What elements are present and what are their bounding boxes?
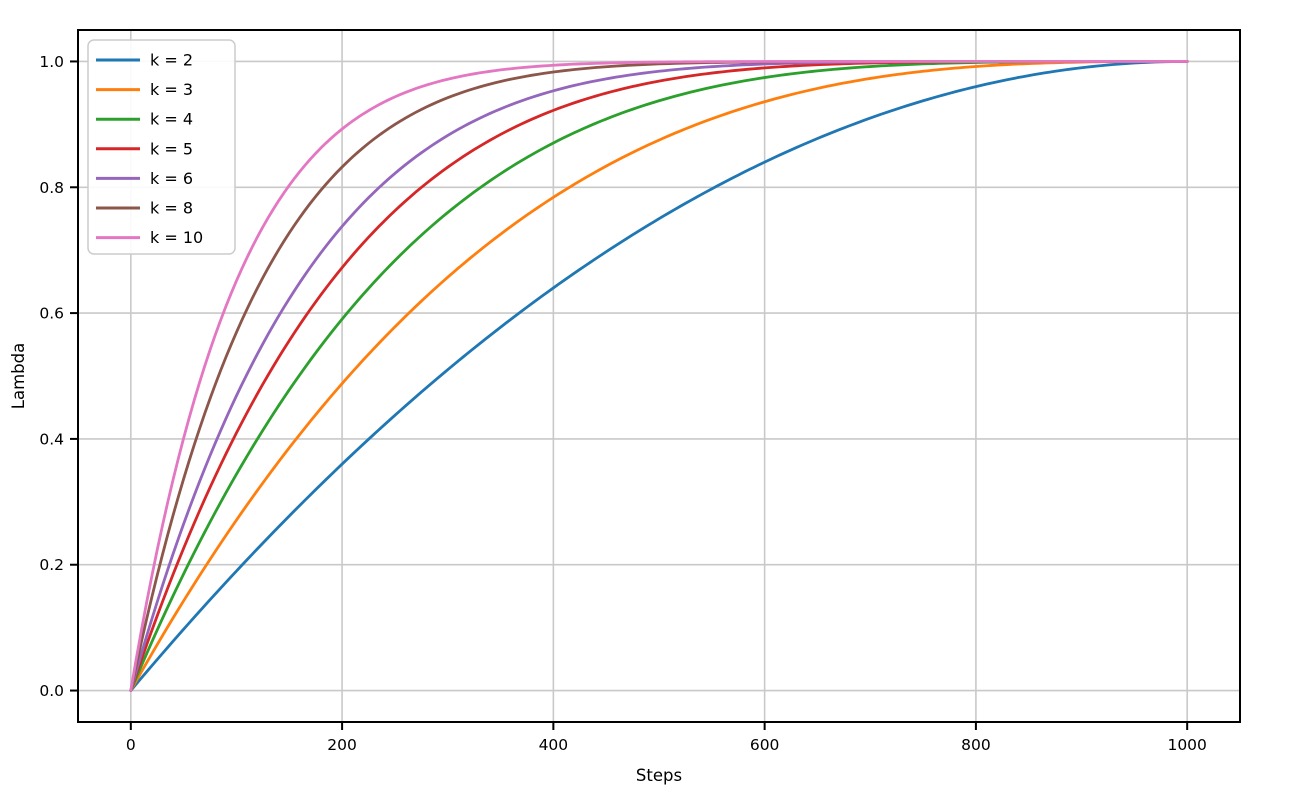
x-axis-tick-label: 200 bbox=[327, 736, 357, 754]
x-axis-tick-label: 400 bbox=[539, 736, 569, 754]
x-axis-tick-label: 600 bbox=[750, 736, 780, 754]
series-line-k2 bbox=[129, 60, 1189, 692]
y-axis-tick-label: 0.6 bbox=[39, 305, 64, 323]
legend-label: k = 10 bbox=[150, 228, 203, 247]
series-line-k4 bbox=[129, 60, 1189, 692]
x-axis-tick-label: 800 bbox=[961, 736, 991, 754]
y-axis-tick-label: 0.4 bbox=[39, 430, 64, 448]
legend-label: k = 5 bbox=[150, 139, 193, 158]
y-axis-label: Lambda bbox=[9, 343, 28, 409]
x-axis-tick-label: 1000 bbox=[1167, 736, 1206, 754]
legend-label: k = 6 bbox=[150, 169, 193, 188]
series-line-k3 bbox=[129, 60, 1189, 692]
y-axis-tick-label: 1.0 bbox=[39, 53, 64, 71]
plot-border bbox=[77, 29, 1241, 723]
series-line-k8 bbox=[129, 60, 1189, 692]
series-line-k5 bbox=[129, 60, 1189, 692]
legend-label: k = 8 bbox=[150, 199, 193, 218]
y-axis-tick-label: 0.8 bbox=[39, 179, 64, 197]
y-axis-tick-label: 0.2 bbox=[39, 556, 64, 574]
x-axis-tick-label: 0 bbox=[126, 736, 136, 754]
x-axis-label: Steps bbox=[636, 766, 682, 785]
y-axis-tick-label: 0.0 bbox=[39, 682, 64, 700]
series-line-k10 bbox=[129, 60, 1189, 692]
legend-label: k = 2 bbox=[150, 51, 193, 70]
series-line-k6 bbox=[129, 60, 1189, 692]
legend-label: k = 3 bbox=[150, 80, 193, 99]
legend bbox=[87, 39, 236, 255]
legend-label: k = 4 bbox=[150, 110, 193, 129]
